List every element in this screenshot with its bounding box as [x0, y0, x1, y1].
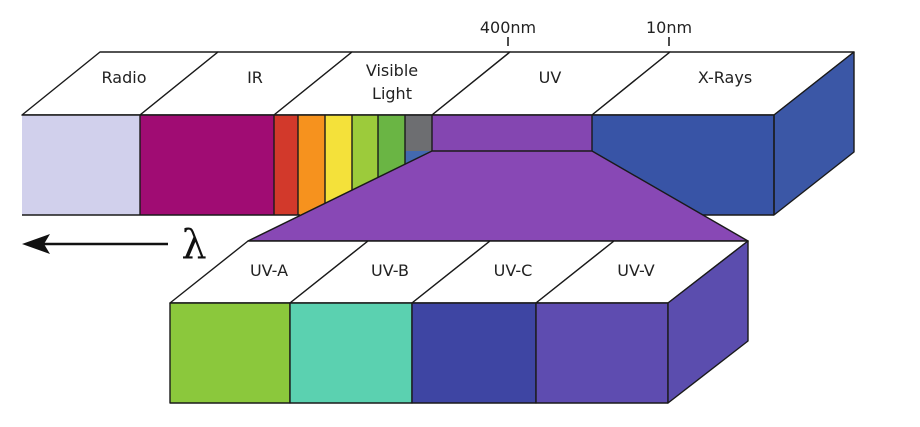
radio-band	[22, 115, 140, 215]
uvb-label: UV-B	[371, 261, 409, 280]
lambda-symbol: λ	[181, 222, 206, 268]
arrow-left-icon	[22, 234, 50, 254]
uv-subband-box	[169, 240, 749, 404]
visible-label-line1: Visible	[366, 61, 418, 80]
marker-10nm-label: 10nm	[646, 18, 692, 37]
wavelength-arrow: λ	[22, 222, 207, 268]
main-band-labels: Radio IR Visible Light UV X-Rays	[102, 61, 753, 103]
uvc-band	[411, 302, 537, 404]
wavelength-markers: 400nm 10nm	[480, 18, 692, 46]
visible-label-line2: Light	[372, 84, 412, 103]
visible-red	[274, 115, 298, 215]
visible-gray	[405, 115, 432, 151]
uv-label: UV	[539, 68, 562, 87]
uvv-band	[535, 302, 669, 404]
uvv-label: UV-V	[617, 261, 655, 280]
uvv-side-face	[667, 240, 749, 404]
uv-subband-labels: UV-A UV-B UV-C UV-V	[250, 261, 655, 280]
ir-label: IR	[247, 68, 263, 87]
marker-400nm-label: 400nm	[480, 18, 536, 37]
uva-label: UV-A	[250, 261, 288, 280]
uvc-label: UV-C	[494, 261, 533, 280]
uv-band	[432, 115, 592, 151]
uva-band	[169, 302, 291, 404]
main-bar-front-face	[22, 51, 855, 216]
visible-orange	[298, 115, 325, 215]
radio-label: Radio	[102, 68, 147, 87]
ir-band	[140, 115, 274, 215]
xrays-label: X-Rays	[698, 68, 752, 87]
uvb-band	[289, 302, 413, 404]
